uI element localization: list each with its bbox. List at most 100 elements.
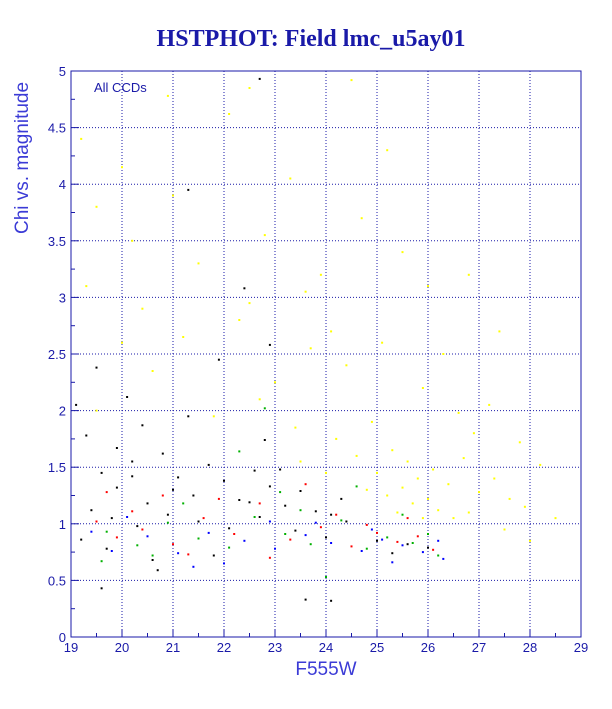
ccd-annotation: All CCDs — [94, 80, 147, 95]
data-point — [421, 551, 424, 554]
data-point — [217, 358, 220, 361]
data-point — [192, 494, 195, 497]
data-point — [141, 528, 144, 531]
data-point — [223, 562, 225, 565]
data-point — [350, 545, 353, 548]
data-point — [90, 509, 93, 512]
data-point — [182, 336, 185, 338]
data-point — [406, 543, 409, 546]
y-tick-label: 4.5 — [48, 121, 66, 136]
data-point — [258, 77, 261, 80]
x-tick-label: 20 — [115, 640, 129, 655]
data-point — [411, 502, 414, 505]
data-point — [131, 460, 134, 463]
data-point — [284, 504, 287, 507]
data-point — [325, 471, 327, 474]
data-point — [467, 273, 470, 276]
data-point — [95, 205, 98, 208]
y-tick-label: 1 — [59, 517, 66, 532]
data-point — [309, 347, 312, 350]
data-point — [141, 424, 144, 427]
data-point — [478, 491, 480, 494]
data-point — [294, 529, 297, 532]
data-point — [391, 561, 394, 564]
data-point — [432, 548, 435, 551]
data-point — [319, 273, 322, 276]
data-point — [386, 536, 389, 539]
data-point — [529, 539, 531, 542]
data-point — [493, 477, 496, 480]
data-point — [376, 471, 378, 474]
data-point — [370, 420, 373, 423]
grid-lines — [71, 71, 581, 637]
data-point — [110, 517, 113, 520]
data-point — [472, 432, 475, 435]
data-point — [182, 502, 185, 505]
data-point — [325, 576, 327, 578]
data-point — [381, 538, 384, 541]
y-tick-label: 4 — [59, 177, 66, 192]
data-point — [279, 491, 282, 494]
data-point — [406, 460, 409, 463]
data-point — [335, 437, 338, 440]
data-point — [365, 547, 368, 550]
x-tick-label: 21 — [166, 640, 180, 655]
data-point — [131, 510, 134, 513]
data-point — [177, 552, 180, 555]
data-point — [401, 513, 404, 516]
data-point — [416, 535, 419, 538]
data-point — [391, 449, 394, 452]
data-point — [197, 537, 200, 540]
data-point — [350, 79, 353, 82]
y-tick-label: 2.5 — [48, 347, 66, 362]
data-point — [442, 353, 445, 355]
data-point — [289, 538, 292, 541]
data-point — [187, 188, 190, 191]
y-tick-label: 0.5 — [48, 573, 66, 588]
data-point — [442, 557, 445, 560]
data-point — [304, 534, 307, 537]
data-point — [95, 409, 98, 412]
data-point — [386, 494, 389, 497]
data-point — [156, 569, 159, 572]
data-point — [396, 540, 399, 543]
data-point — [396, 511, 399, 514]
data-point — [95, 520, 98, 523]
data-point — [151, 559, 154, 561]
data-point — [299, 490, 302, 492]
x-tick-label: 19 — [64, 640, 78, 655]
data-point — [401, 251, 404, 254]
data-point — [268, 520, 271, 523]
data-point — [166, 513, 169, 516]
data-point — [340, 497, 343, 500]
data-point — [212, 554, 215, 557]
data-point — [421, 387, 424, 389]
y-tick-label: 2 — [59, 404, 66, 419]
data-point — [360, 550, 363, 552]
data-point — [416, 477, 419, 480]
data-point — [268, 556, 271, 559]
data-point — [187, 415, 190, 418]
data-point — [304, 290, 307, 293]
data-point — [243, 287, 246, 290]
data-point — [263, 407, 266, 410]
data-point — [381, 341, 384, 344]
data-point — [427, 533, 429, 535]
data-point — [248, 501, 251, 504]
data-point — [121, 166, 123, 169]
data-point — [212, 415, 215, 418]
data-point — [238, 499, 241, 501]
data-point — [304, 598, 307, 601]
data-point — [172, 194, 174, 197]
data-point — [131, 475, 134, 478]
data-point — [314, 510, 317, 513]
data-point — [202, 517, 205, 520]
data-point — [75, 403, 78, 406]
data-point — [80, 137, 83, 140]
data-point — [253, 516, 256, 518]
data-point — [498, 330, 501, 333]
data-point — [100, 587, 103, 590]
data-point — [258, 502, 261, 505]
data-point — [253, 469, 256, 472]
data-point — [100, 471, 103, 474]
